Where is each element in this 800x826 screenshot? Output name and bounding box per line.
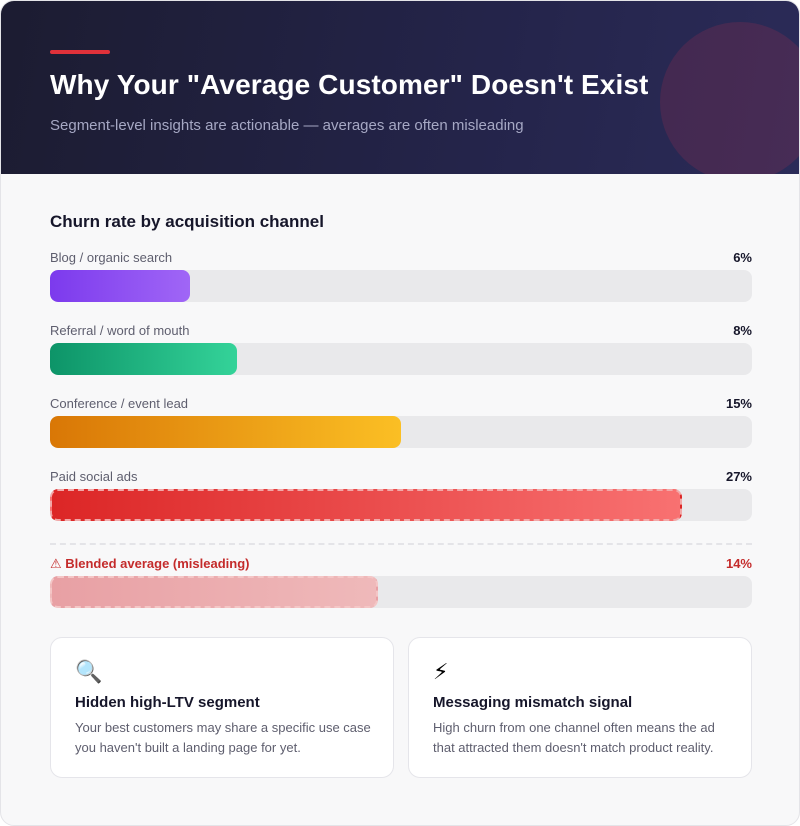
bar-row-referral: Referral / word of mouth 8% bbox=[50, 323, 752, 383]
bar-paid-social bbox=[50, 489, 682, 521]
bar-row-blended-average: ⚠ Blended average (misleading) 14% bbox=[50, 556, 752, 616]
bar-value-label: 14% bbox=[725, 556, 752, 571]
bar-label: Referral / word of mouth bbox=[50, 323, 190, 338]
bar-track bbox=[50, 270, 752, 302]
insight-body: High churn from one channel often means … bbox=[433, 720, 715, 755]
bar-track bbox=[50, 416, 752, 448]
bar-label: Conference / event lead bbox=[50, 396, 189, 411]
page-title: Why Your "Average Customer" Doesn't Exis… bbox=[50, 69, 649, 100]
divider bbox=[50, 543, 752, 545]
insight-title: Hidden high-LTV segment bbox=[75, 694, 260, 711]
bar-blog bbox=[50, 270, 190, 302]
bar-track bbox=[50, 489, 752, 521]
bar-track bbox=[50, 343, 752, 375]
bar-row-blog: Blog / organic search 6% bbox=[50, 250, 752, 310]
chart-title: Churn rate by acquisition channel bbox=[50, 212, 324, 231]
header-banner: Why Your "Average Customer" Doesn't Exis… bbox=[1, 1, 799, 174]
insight-card-messaging-mismatch: ⚡ Messaging mismatch signal High churn f… bbox=[408, 637, 752, 778]
bar-row-conference: Conference / event lead 15% bbox=[50, 396, 752, 456]
bar-track bbox=[50, 576, 752, 608]
bar-referral bbox=[50, 343, 237, 375]
lightning-icon: ⚡ bbox=[433, 659, 449, 684]
accent-line bbox=[50, 50, 110, 54]
bar-label: Paid social ads bbox=[50, 469, 138, 484]
bar-value-label: 27% bbox=[725, 469, 752, 484]
insight-card-hidden-segment: 🔍 Hidden high-LTV segment Your best cust… bbox=[50, 637, 394, 778]
bar-row-paid-social: Paid social ads 27% bbox=[50, 469, 752, 529]
warning-label: ⚠ Blended average (misleading) bbox=[50, 556, 250, 571]
bar-conference bbox=[50, 416, 401, 448]
insight-title: Messaging mismatch signal bbox=[433, 694, 633, 711]
bar-value-label: 15% bbox=[725, 396, 752, 411]
bar-value-label: 6% bbox=[733, 250, 752, 265]
page-subtitle: Segment-level insights are actionable — … bbox=[50, 117, 524, 134]
magnifier-icon: 🔍 bbox=[75, 659, 103, 684]
bar-blended-average bbox=[50, 576, 378, 608]
bar-label: Blog / organic search bbox=[50, 250, 173, 265]
decorative-circle bbox=[660, 22, 799, 174]
bar-value-label: 8% bbox=[733, 323, 752, 338]
insight-body: Your best customers may share a specific… bbox=[75, 720, 371, 755]
